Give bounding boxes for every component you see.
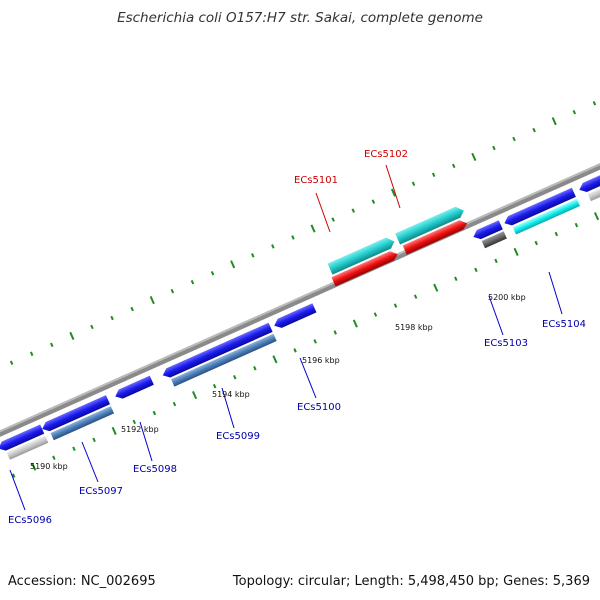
scale-label-5192: 5192 kbp [121, 425, 159, 434]
tick-mark [110, 315, 114, 321]
tick-mark [172, 401, 177, 407]
gene-label-ECs5096: ECs5096 [8, 515, 52, 526]
tick-mark [251, 253, 255, 258]
gene-label-ECs5097: ECs5097 [79, 486, 123, 497]
tick-mark [333, 330, 337, 335]
tick-mark [233, 374, 237, 380]
tick-mark [29, 351, 34, 357]
tick-mark [192, 391, 198, 400]
tick-mark [212, 383, 217, 389]
tick-mark [572, 109, 577, 115]
gene-next[interactable] [577, 160, 600, 204]
tick-mark [431, 172, 436, 178]
tick-mark [474, 267, 478, 273]
accession-text: Accession: NC_002695 [8, 574, 156, 589]
map-title: Escherichia coli O157:H7 str. Sakai, com… [117, 10, 483, 26]
tick-mark [574, 222, 579, 228]
tick-mark [390, 188, 396, 197]
gene-ECs5099[interactable] [161, 322, 277, 389]
tick-mark [413, 294, 418, 299]
tick-mark [11, 473, 16, 478]
tick-mark [433, 283, 439, 292]
gene-ECs5098[interactable] [113, 375, 154, 401]
tick-mark [271, 244, 275, 249]
gene-label-ECs5098: ECs5098 [133, 464, 177, 475]
tick-mark [492, 145, 496, 151]
gene-label-ECs5102: ECs5102 [364, 149, 408, 160]
gene-label-ECs5099: ECs5099 [216, 431, 260, 442]
tick-mark [351, 208, 355, 213]
tick-mark [534, 240, 538, 246]
tick-mark [393, 303, 398, 308]
tick-mark [230, 260, 236, 269]
gene-label-ECs5103: ECs5103 [484, 338, 528, 349]
scale-label-5200: 5200 kbp [488, 293, 526, 302]
tick-mark [69, 331, 75, 340]
tick-mark [31, 462, 37, 471]
tick-mark [170, 288, 175, 294]
gene-ECs5100[interactable] [272, 303, 317, 330]
tick-mark [293, 348, 297, 353]
gene-label-ECs5100: ECs5100 [297, 402, 341, 413]
tick-mark [190, 279, 195, 285]
tick-mark [532, 127, 536, 133]
scale-label-5198: 5198 kbp [395, 323, 433, 332]
leader-lines [9, 271, 563, 511]
scale-label-5196: 5196 kbp [302, 356, 340, 365]
tick-mark [593, 212, 600, 221]
tick-mark [551, 117, 557, 126]
topology-summary: Topology: circular; Length: 5,498,450 bp… [232, 574, 590, 589]
tick-mark [111, 426, 117, 435]
tick-mark [152, 410, 157, 416]
tick-mark [494, 258, 498, 264]
tick-mark [411, 181, 416, 187]
tick-mark [554, 231, 559, 237]
gene-ECs5102-upper[interactable] [395, 204, 466, 245]
tick-mark [471, 152, 477, 161]
tick-mark [90, 324, 94, 330]
tick-mark [210, 271, 215, 276]
tick-mark [72, 446, 76, 452]
tick-mark [52, 455, 56, 460]
tick-mark [9, 360, 14, 365]
tick-mark [512, 136, 516, 142]
tick-mark [371, 199, 376, 204]
tick-mark [272, 355, 278, 364]
tick-row-inner [11, 212, 600, 478]
gene-ECs5097[interactable] [40, 395, 115, 443]
gene-ECs5103[interactable] [471, 220, 507, 250]
leader-lines-red [315, 164, 401, 233]
tick-mark [253, 366, 257, 371]
tick-mark [452, 163, 456, 169]
tick-mark [130, 306, 134, 312]
gene-ECs5101-lower[interactable] [331, 249, 399, 287]
tick-mark [592, 101, 597, 106]
tick-mark [291, 235, 295, 240]
gene-label-ECs5104: ECs5104 [542, 319, 586, 330]
scale-label-5190: 5190 kbp [30, 462, 68, 471]
tick-mark [132, 419, 137, 425]
tick-mark [352, 319, 358, 328]
tick-mark [92, 437, 96, 443]
scale-label-5194: 5194 kbp [212, 390, 250, 399]
gene-label-ECs5101: ECs5101 [294, 175, 338, 186]
tick-mark [513, 247, 519, 256]
gene-ECs5102-lower[interactable] [402, 218, 469, 255]
tick-mark [373, 312, 378, 317]
tick-mark [310, 224, 316, 233]
gene-ECs5104[interactable] [502, 187, 580, 237]
tick-mark [454, 276, 458, 282]
gene-ECs5101-upper[interactable] [327, 235, 397, 275]
tick-row-outer [9, 101, 597, 365]
tick-mark [331, 217, 335, 222]
tick-mark [313, 339, 317, 344]
tick-mark [50, 342, 54, 348]
gene-ECs5096[interactable] [0, 424, 49, 462]
tick-mark [149, 296, 155, 305]
